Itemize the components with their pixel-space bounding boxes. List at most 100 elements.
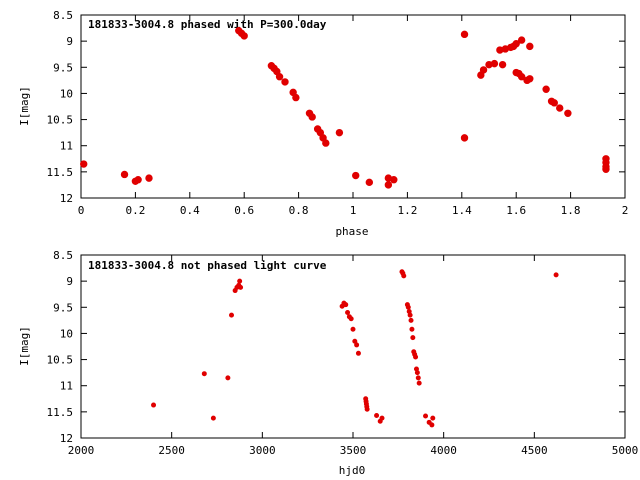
y-tick-label: 11.5 [47,166,74,179]
x-tick-label: 2000 [68,444,95,457]
y-tick-label: 11 [60,140,73,153]
data-point [354,342,360,348]
x-tick-label: 4000 [430,444,457,457]
data-point [460,134,469,142]
unphased-light-curve-panel: 181833-3004.8 not phased light curve hjd… [18,249,638,477]
data-point [355,350,361,356]
data-point [345,310,351,316]
x-tick-label: 0.4 [180,204,200,217]
y-tick-label: 10 [60,327,73,340]
data-point [390,176,398,184]
data-point [275,72,284,81]
data-point [364,406,370,412]
data-point [416,380,422,386]
data-point [542,85,550,93]
data-point [517,72,526,81]
x-tick-label: 3500 [340,444,367,457]
data-point [423,413,429,419]
y-tick-label: 10.5 [47,354,74,367]
data-point [429,422,435,428]
y-tick-label: 9 [66,275,73,288]
data-point [308,113,316,121]
y-tick-label: 9.5 [53,61,73,74]
y-tick-label: 11 [60,380,73,393]
data-point [526,75,534,83]
y-tick-label: 9 [66,35,73,48]
data-point [335,128,344,137]
data-point [512,40,520,48]
data-point [384,181,393,189]
data-point [405,304,411,310]
data-point [602,165,610,173]
x-axis-label: hjd0 [339,464,366,477]
y-tick-label: 9.5 [53,301,73,314]
y-tick-label: 10 [60,87,73,100]
data-point [556,104,564,112]
data-point [379,415,385,421]
x-tick-label: 1.8 [561,204,581,217]
data-point [550,99,558,107]
x-tick-label: 4500 [521,444,548,457]
data-point [460,30,469,39]
plot-frame [80,254,626,439]
data-point [281,78,289,86]
data-point [374,413,380,419]
data-point [553,272,559,278]
data-point [408,317,414,323]
y-tick-label: 8.5 [53,9,73,22]
data-point [490,59,499,68]
data-point [410,335,416,341]
x-axis-label: phase [335,225,368,238]
x-tick-label: 1 [350,204,357,217]
phased-light-curve-panel: 181833-3004.8 phased with P=300.0day pha… [18,9,628,238]
data-point [479,66,488,74]
chart-title: 181833-3004.8 not phased light curve [88,259,327,272]
data-point [350,326,356,332]
data-point [365,178,374,187]
x-tick-label: 1.4 [452,204,472,217]
data-point [407,312,413,318]
data-point [134,176,142,184]
x-tick-label: 2500 [158,444,185,457]
data-point [430,415,436,421]
data-point [225,375,231,381]
x-tick-label: 0.6 [234,204,254,217]
data-point [352,171,360,180]
x-tick-label: 0 [78,204,85,217]
x-tick-label: 0.8 [289,204,309,217]
y-tick-label: 12 [60,192,73,205]
data-point [517,36,526,44]
y-axis-label: I[mag] [18,86,31,126]
x-tick-label: 1.6 [506,204,526,217]
data-point [237,278,243,284]
plot-frame [80,14,626,199]
x-tick-label: 2 [622,204,629,217]
data-point [413,354,419,360]
y-tick-label: 10.5 [47,114,74,127]
data-point [151,402,157,408]
data-point [120,170,129,179]
y-tick-label: 12 [60,432,73,445]
y-axis-label: I[mag] [18,326,31,366]
data-point [80,160,88,168]
data-point [415,375,421,381]
x-tick-label: 5000 [612,444,639,457]
data-point [409,326,415,332]
data-point [145,174,153,182]
data-point [526,42,534,51]
data-point [401,273,407,279]
data-point [414,370,420,376]
x-tick-label: 1.2 [397,204,417,217]
data-point [348,316,354,322]
data-point [292,93,300,102]
y-tick-label: 11.5 [47,406,74,419]
data-point [322,139,330,147]
data-point [564,109,572,117]
x-tick-label: 0.2 [125,204,145,217]
data-point [240,32,248,40]
y-tick-label: 8.5 [53,249,73,262]
chart-title: 181833-3004.8 phased with P=300.0day [88,18,327,31]
data-point [201,371,207,377]
x-tick-label: 3000 [249,444,276,457]
